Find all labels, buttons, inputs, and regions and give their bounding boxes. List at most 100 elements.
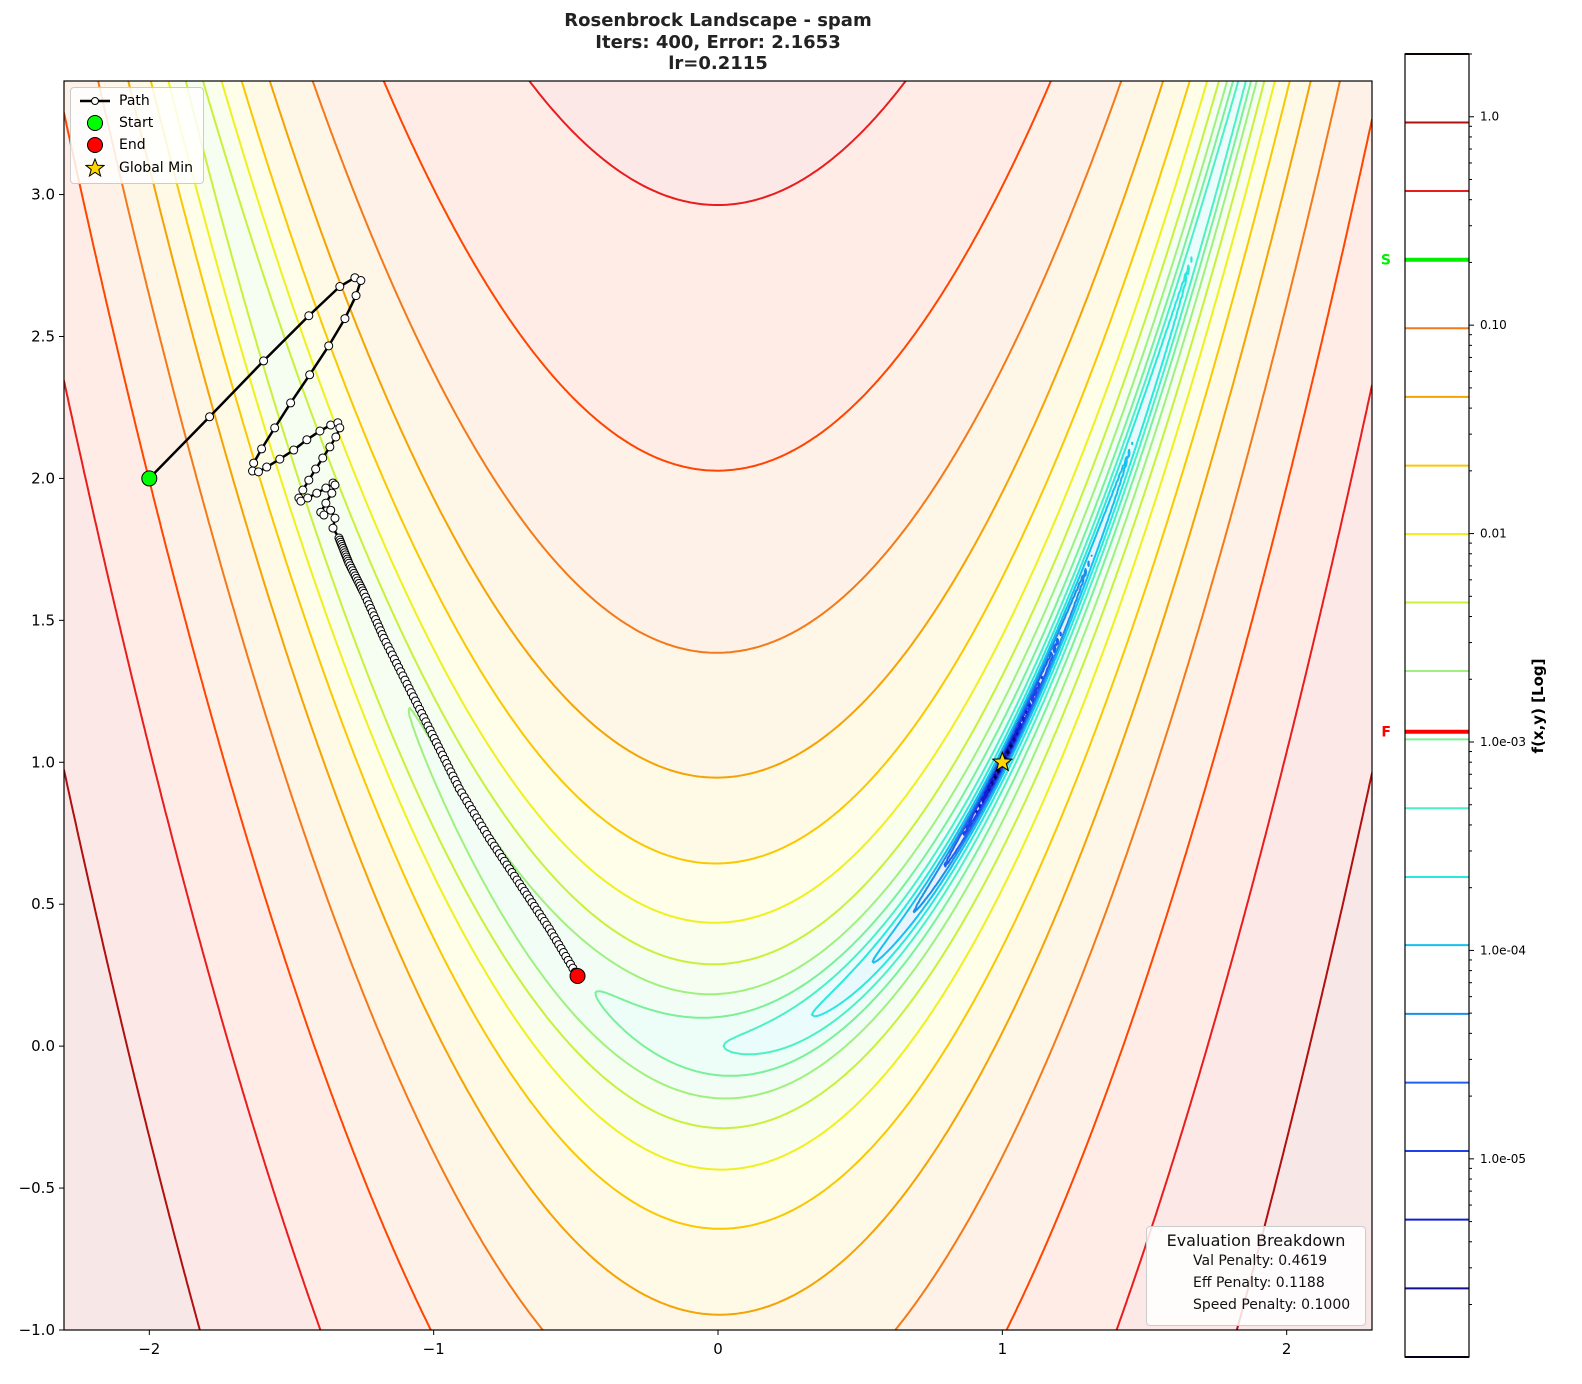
contour-lines [64, 81, 1372, 1330]
path-point [326, 505, 336, 515]
path-point [298, 485, 308, 495]
evaluation-breakdown-box: Evaluation Breakdown Val Penalty: 0.4619… [1146, 1226, 1366, 1326]
contour-level-4 [97, 81, 1341, 1330]
val-penalty: Val Penalty: 0.4619 [1193, 1253, 1328, 1269]
contour-level-5 [127, 81, 1312, 1316]
colorbar-tick-label: 0.10 [1480, 318, 1507, 332]
colorbar-marker-label: S [1381, 253, 1391, 269]
y-tick-label: −0.5 [19, 1179, 55, 1197]
path-point [205, 412, 215, 422]
contour-level-13 [871, 441, 1134, 964]
path-point [262, 462, 272, 472]
y-tick-label: 1.5 [31, 611, 55, 629]
y-tick-label: 0.0 [31, 1037, 55, 1055]
path-point [318, 453, 328, 463]
path-point [312, 488, 322, 498]
contour-level-7 [167, 81, 1276, 1171]
x-tick-label: 1 [998, 1340, 1008, 1358]
path-point [315, 426, 325, 436]
legend-label: Start [119, 115, 154, 131]
legend-item-end: End [71, 135, 146, 155]
y-tick-label: 3.0 [31, 186, 55, 204]
path-point [321, 498, 331, 508]
colorbar-tick-label: 1.0 [1480, 110, 1499, 124]
path-point [356, 276, 366, 286]
legend-label: Global Min [119, 160, 193, 176]
legend: Path Start End Global Min [70, 87, 204, 184]
path-point [328, 523, 338, 533]
colorbar-bg [1405, 54, 1469, 1357]
star-icon [71, 158, 119, 178]
path-point [327, 488, 337, 498]
path-point [303, 493, 313, 503]
path-point [275, 454, 285, 464]
path-markers [144, 273, 583, 981]
colorbar-tick-label: 1.0e-04 [1480, 943, 1526, 957]
y-tick-label: −1.0 [19, 1321, 55, 1339]
path-point [249, 458, 259, 468]
contour-level-2 [64, 81, 1372, 1330]
start-marker [141, 470, 158, 487]
path-point [319, 510, 329, 520]
x-tick-label: 0 [713, 1340, 723, 1358]
path-point [340, 314, 350, 324]
path-point [335, 282, 345, 292]
colorbar-tick-label: 0.01 [1480, 527, 1507, 541]
y-tick-label: 2.0 [31, 469, 55, 487]
path-point [335, 423, 345, 433]
path-point [286, 398, 296, 408]
path-point [311, 464, 321, 474]
evaluation-title: Evaluation Breakdown [1166, 1231, 1346, 1250]
contour-level-10 [594, 81, 1252, 1077]
path-point [330, 513, 340, 523]
contour-level-9 [407, 81, 1258, 1100]
colorbar-tick-label: 1.0e-05 [1480, 1152, 1526, 1166]
contour-level-3 [64, 81, 1372, 1330]
path-point [302, 435, 312, 445]
path-point [253, 467, 263, 477]
y-tick-label: 2.5 [31, 327, 55, 345]
path-point [259, 356, 269, 366]
contour-fill [64, 81, 1372, 1330]
legend-item-global-min: Global Min [71, 158, 193, 178]
path-line-icon [71, 96, 119, 106]
legend-item-path: Path [71, 91, 150, 111]
end-marker-icon [71, 136, 119, 154]
start-marker-icon [71, 114, 119, 132]
colorbar-tick-label: 1.0e-03 [1480, 735, 1526, 749]
chart-title-line-3: lr=0.2115 [668, 53, 768, 74]
path-point [304, 475, 314, 485]
legend-item-start: Start [71, 113, 153, 133]
contour-level-12 [810, 256, 1193, 1018]
chart-title-line-1: Rosenbrock Landscape - spam [564, 10, 872, 31]
path-point [257, 444, 267, 454]
end-marker [569, 968, 586, 985]
legend-label: End [119, 137, 146, 153]
path-point [325, 442, 335, 452]
x-tick-label: 2 [1282, 1340, 1292, 1358]
y-tick-label: 1.0 [31, 753, 55, 771]
colorbar-frame [1404, 53, 1470, 1358]
colorbar-marker-label: F [1381, 725, 1391, 741]
path-point [321, 483, 331, 493]
global-min-star [991, 750, 1014, 772]
y-tick-label: 0.5 [31, 895, 55, 913]
legend-label: Path [119, 93, 150, 109]
x-tick-label: −1 [423, 1340, 445, 1358]
path-point [330, 480, 340, 490]
contour-level-8 [184, 81, 1266, 1130]
path-point [305, 370, 315, 380]
speed-penalty: Speed Penalty: 0.1000 [1193, 1297, 1351, 1313]
path-point [351, 291, 361, 301]
path-point [289, 445, 299, 455]
path-point [324, 341, 334, 351]
path-point [304, 311, 314, 321]
path-point [331, 432, 341, 442]
colorbar-label: f(x,y) [Log] [1529, 658, 1547, 754]
chart-title-line-2: Iters: 400, Error: 2.1653 [595, 32, 841, 53]
path-point [270, 423, 280, 433]
contour-level-11 [722, 81, 1247, 1056]
contour-level-6 [149, 81, 1291, 1230]
